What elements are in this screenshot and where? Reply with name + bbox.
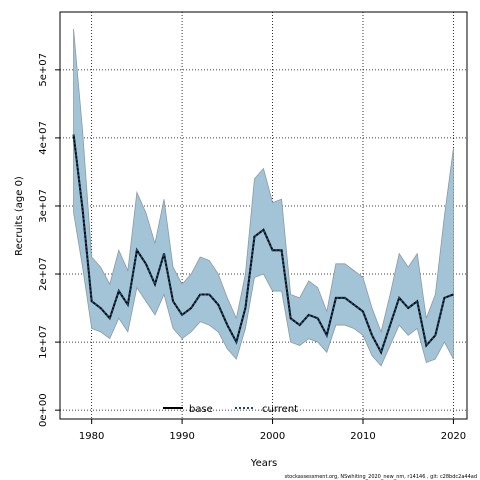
y-tick-label: 2e+07: [38, 257, 49, 291]
y-tick-label: 1e+07: [38, 325, 49, 359]
y-tick-label: 0e+00: [38, 393, 49, 427]
series-line-current: [72, 134, 454, 355]
y-axis-label: Recruits (age 0): [14, 176, 25, 256]
y-axis: 0e+00 1e+07 2e+07 3e+07 4e+07 5e+07: [38, 53, 60, 427]
y-tick-label: 5e+07: [38, 53, 49, 87]
legend-base-label: base: [189, 404, 213, 415]
confidence-band: [73, 28, 454, 367]
x-axis-label: Years: [250, 458, 277, 469]
confidence-band-area: [73, 28, 454, 367]
series-lines: [72, 134, 454, 355]
footer-source: stockassessment.org, NSwhiting_2020_new_…: [285, 474, 477, 480]
x-tick-label: 1980: [79, 431, 104, 442]
x-tick-label: 2010: [350, 431, 375, 442]
y-tick-label: 3e+07: [38, 189, 49, 223]
x-tick-label: 2020: [441, 431, 466, 442]
legend: base current: [163, 404, 298, 415]
legend-current-label: current: [262, 404, 298, 415]
y-tick-label: 4e+07: [38, 121, 49, 155]
x-axis: 1980 1990 2000 2010 2020: [79, 419, 466, 442]
x-tick-label: 1990: [169, 431, 194, 442]
x-tick-label: 2000: [260, 431, 285, 442]
plot-frame: [59, 11, 468, 420]
